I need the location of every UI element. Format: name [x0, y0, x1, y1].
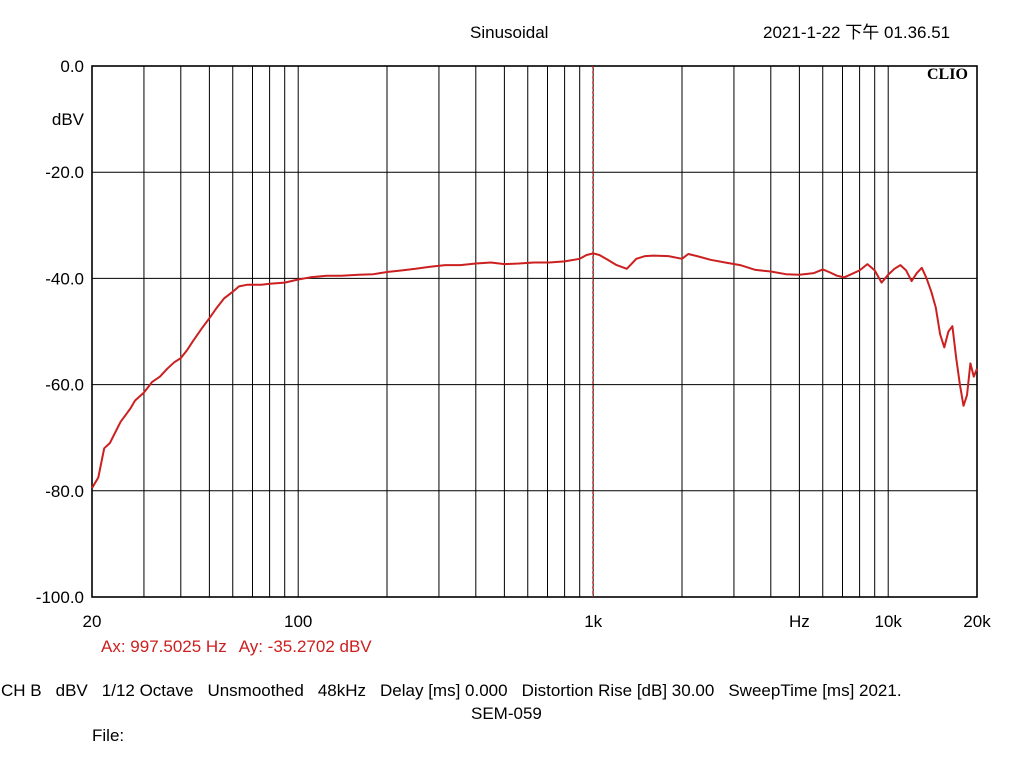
cursor-x-value: Ax: 997.5025 Hz	[101, 637, 227, 656]
param-sample-rate: 48kHz	[317, 681, 367, 700]
param-delay: Delay [ms] 0.000	[380, 681, 508, 700]
y-tick-label: -40.0	[45, 269, 84, 288]
y-tick-label: -100.0	[36, 588, 84, 607]
device-model: SEM-059	[471, 704, 542, 723]
chart-title: Sinusoidal	[470, 23, 549, 42]
cursor-y-value: Ay: -35.2702 dBV	[238, 637, 372, 656]
y-tick-label: -80.0	[45, 482, 84, 501]
param-unit: dBV	[55, 681, 88, 700]
param-sweep-time: SweepTime [ms] 2021.	[728, 681, 902, 700]
y-tick-label: -20.0	[45, 163, 84, 182]
x-tick-label: Hz	[789, 612, 810, 631]
measurement-parameters: CH B dBV 1/12 Octave Unsmoothed 48kHz Delay […	[1, 681, 916, 701]
file-label: File:	[92, 726, 125, 745]
x-tick-label: 20k	[963, 612, 991, 631]
y-tick-label: dBV	[52, 110, 85, 129]
x-tick-label: 100	[284, 612, 312, 631]
param-channel: CH B	[1, 681, 42, 700]
frequency-response-trace	[91, 252, 978, 489]
cursor-readout: Ax: 997.5025 Hz Ay: -35.2702 dBV	[101, 637, 384, 657]
plot-frame	[91, 65, 978, 598]
param-smoothing: Unsmoothed	[207, 681, 304, 700]
clio-logo: CLIO	[927, 66, 968, 83]
param-distortion-rise: Distortion Rise [dB] 30.00	[521, 681, 715, 700]
x-tick-label: 20	[83, 612, 102, 631]
x-tick-label: 10k	[874, 612, 902, 631]
param-octave: 1/12 Octave	[101, 681, 194, 700]
y-tick-label: -60.0	[45, 376, 84, 395]
y-tick-label: 0.0	[60, 57, 84, 76]
x-tick-label: 1k	[584, 612, 602, 631]
timestamp: 2021-1-22 下午 01.36.51	[763, 23, 951, 42]
